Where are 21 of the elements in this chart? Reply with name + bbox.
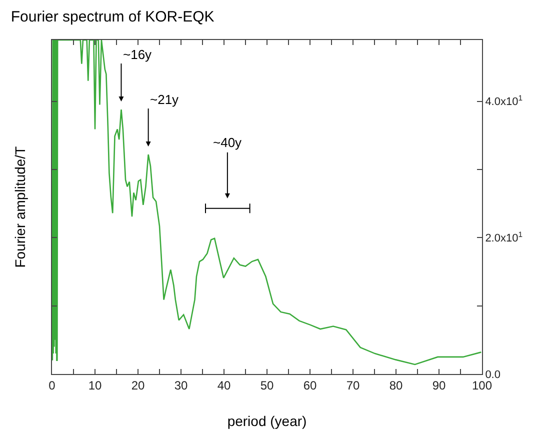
x-tick-label: 40 (217, 378, 231, 392)
annotation: ~21y (150, 92, 180, 107)
x-tick-label: 60 (303, 378, 317, 392)
y-tick-label: 2.0x10$^{1}$ (485, 230, 523, 245)
x-tick-label: 90 (432, 378, 446, 392)
x-tick-label: 80 (389, 378, 403, 392)
x-tick-label: 100 (472, 378, 492, 392)
x-axis-title: period (year) (227, 413, 307, 429)
x-tick-label: 30 (174, 378, 188, 392)
x-tick-label: 70 (346, 378, 360, 392)
x-tick-label: 50 (260, 378, 274, 392)
y-tick-label: 4.0x10$^{1}$ (485, 94, 523, 108)
line-series (52, 40, 482, 366)
chart-title: Fourier spectrum of KOR-EQK (10, 8, 214, 26)
x-tick-label: 20 (131, 378, 145, 392)
y-tick-label: 0.0 (485, 368, 500, 381)
annotation: ~16y (123, 47, 152, 62)
x-tick-label: 0 (48, 378, 56, 392)
annotation: ~40y (213, 135, 242, 150)
x-tick-label: 10 (88, 378, 102, 392)
y-axis-title: Fourier amplitude/T (12, 146, 28, 268)
